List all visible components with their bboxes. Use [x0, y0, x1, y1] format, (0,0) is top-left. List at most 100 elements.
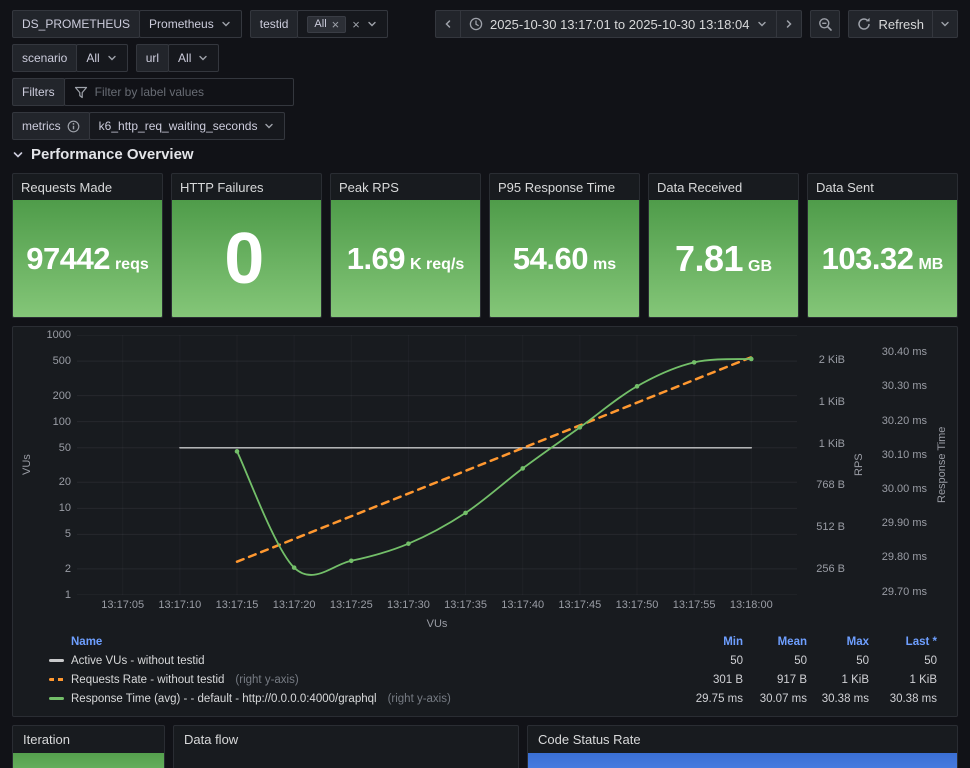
stat-panel-http-failures: HTTP Failures 0 — [171, 173, 322, 318]
timeseries-panel: VUs 1 2 5 10 20 50 100 200 500 1000 256 B 512 B 768… — [12, 326, 958, 717]
stat-value: 1.69 — [346, 240, 406, 276]
x-axis-ticks: VUs 13:17:05 13:17:10 13:17:15 13:17:20 13:1… — [101, 599, 773, 630]
legend-max-value: 30.38 ms — [821, 692, 869, 705]
panel-title[interactable]: Peak RPS — [339, 179, 399, 195]
filter-input-box[interactable] — [63, 78, 294, 106]
filters-control: Filters — [12, 78, 294, 106]
datasource-label: DS_PROMETHEUS — [12, 10, 141, 38]
legend-header-mean[interactable]: Mean — [777, 636, 807, 648]
clock-icon — [469, 17, 483, 31]
legend-min-value: 301 B — [712, 673, 743, 686]
panel-title[interactable]: P95 Response Time — [498, 179, 616, 195]
response-time-axis-title: Response Time — [936, 426, 948, 504]
time-shift-back-button[interactable] — [434, 10, 461, 38]
code-status-rate-panel: Code Status Rate — [527, 725, 958, 768]
testid-chip-all[interactable]: All × — [307, 15, 347, 33]
chevron-down-icon — [265, 123, 274, 129]
stat-value-area: 7.81 GB — [649, 200, 798, 317]
bottom-panels-row: Iteration Data flow Code Status Rate — [12, 725, 958, 768]
scenario-select[interactable]: All — [76, 44, 128, 72]
metrics-variable: metrics k6_http_req_waiting_seconds — [12, 112, 286, 140]
legend-series-name[interactable]: Response Time (avg) - - default - http:/… — [49, 693, 679, 705]
zoom-out-icon — [819, 17, 832, 31]
testid-variable: testid All × × — [249, 10, 388, 38]
panel-title[interactable]: Requests Made — [21, 179, 113, 195]
legend-header-row: Name Min Mean Max Last * — [49, 633, 937, 651]
legend-header-name[interactable]: Name — [71, 636, 103, 648]
stat-panel-p95-response-time: P95 Response Time 54.60 ms — [489, 173, 640, 318]
section-performance-overview[interactable]: Performance Overview — [12, 146, 958, 163]
panel-title[interactable]: Iteration — [23, 732, 70, 747]
url-select[interactable]: All — [168, 44, 220, 72]
chevron-right-icon — [787, 20, 793, 28]
time-range-button[interactable]: 2025-10-30 13:17:01 to 2025-10-30 13:18:… — [459, 10, 778, 38]
refresh-label: Refresh — [878, 16, 924, 32]
zoom-out-button[interactable] — [810, 10, 841, 38]
time-picker-toolbar: 2025-10-30 13:17:01 to 2025-10-30 13:18:… — [434, 10, 958, 38]
metrics-select[interactable]: k6_http_req_waiting_seconds — [88, 112, 286, 140]
datasource-select[interactable]: Prometheus — [139, 10, 242, 38]
panel-title[interactable]: Data flow — [184, 732, 239, 747]
stat-value: 0 — [224, 218, 264, 299]
chevron-down-icon — [222, 21, 230, 27]
filter-input[interactable] — [94, 85, 284, 99]
legend-max-value: 50 — [856, 654, 869, 667]
chevron-down-icon — [108, 55, 116, 61]
refresh-interval-button[interactable] — [932, 10, 958, 38]
left-axis-title: VUs — [21, 454, 33, 476]
clear-selection-icon[interactable]: × — [352, 16, 360, 32]
stat-unit: K req/s — [410, 255, 465, 273]
legend-row-active-vus: Active VUs - without testid 50 50 50 50 — [49, 651, 937, 670]
funnel-icon — [74, 86, 87, 98]
refresh-button[interactable]: Refresh — [848, 10, 933, 38]
legend-series-name[interactable]: Active VUs - without testid — [49, 655, 679, 667]
stat-unit: reqs — [114, 255, 149, 273]
stat-unit: GB — [748, 257, 773, 275]
time-shift-forward-button[interactable] — [776, 10, 803, 38]
legend-header-max[interactable]: Max — [846, 636, 869, 648]
stat-value-area: 54.60 ms — [490, 200, 639, 317]
datasource-variable: DS_PROMETHEUS Prometheus — [12, 10, 242, 38]
legend-row-requests-rate: Requests Rate - without testid (right y-a… — [49, 670, 937, 689]
series-swatch — [49, 697, 64, 700]
stat-value: 7.81 — [674, 237, 744, 279]
stat-value: 54.60 — [512, 240, 589, 276]
panel-title[interactable]: Data Received — [657, 179, 743, 195]
stat-value: 103.32 — [821, 240, 914, 276]
legend-header-last[interactable]: Last * — [905, 636, 937, 648]
refresh-icon — [858, 17, 871, 30]
data-flow-panel: Data flow — [173, 725, 519, 768]
chip-remove-icon[interactable]: × — [331, 16, 340, 32]
dashboard-controls: DS_PROMETHEUS Prometheus testid All × × — [0, 0, 970, 140]
section-title: Performance Overview — [31, 146, 194, 163]
filters-label: Filters — [12, 78, 65, 106]
legend-mean-value: 50 — [794, 654, 807, 667]
url-variable: url All — [135, 44, 220, 72]
series-swatch — [49, 659, 64, 662]
chevron-down-icon — [13, 151, 23, 158]
url-label: url — [135, 44, 170, 72]
testid-multiselect[interactable]: All × × — [297, 10, 388, 38]
series-swatch — [49, 678, 64, 681]
chart-plot-area[interactable] — [77, 335, 797, 595]
scenario-variable: scenario All — [12, 44, 128, 72]
code-status-bar — [528, 753, 957, 768]
legend-last-value: 50 — [924, 654, 937, 667]
legend-row-response-time: Response Time (avg) - - default - http:/… — [49, 689, 937, 708]
chevron-down-icon — [941, 21, 949, 27]
panel-title[interactable]: Code Status Rate — [538, 732, 641, 747]
info-icon — [67, 120, 80, 132]
legend-series-name[interactable]: Requests Rate - without testid (right y-a… — [49, 674, 679, 686]
chevron-left-icon — [445, 20, 451, 28]
panel-title[interactable]: HTTP Failures — [180, 179, 264, 195]
legend-min-value: 29.75 ms — [695, 692, 743, 705]
stat-value-area: 103.32 MB — [808, 200, 957, 317]
time-range-text: 2025-10-30 13:17:01 to 2025-10-30 13:18:… — [489, 16, 750, 32]
chevron-down-icon — [199, 55, 208, 61]
testid-label: testid — [249, 10, 299, 38]
legend-header-min[interactable]: Min — [723, 636, 743, 648]
iteration-panel: Iteration — [12, 725, 165, 768]
stat-value: 97442 — [26, 240, 110, 276]
panel-title[interactable]: Data Sent — [816, 179, 874, 195]
x-axis-title: VUs — [426, 618, 448, 630]
